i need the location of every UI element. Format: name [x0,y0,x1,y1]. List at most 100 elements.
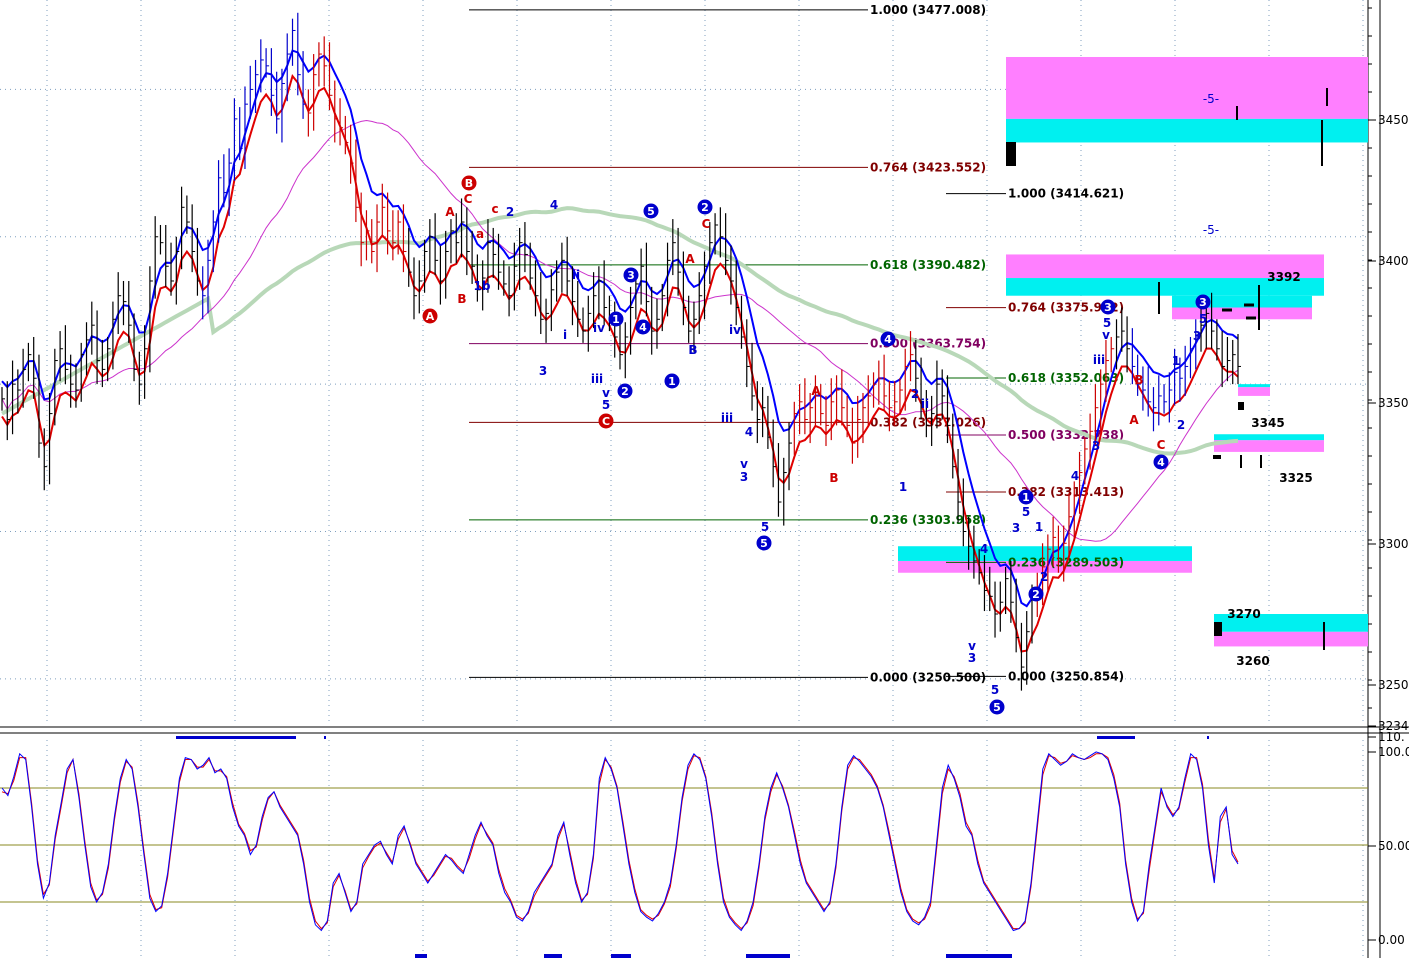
wave-text: A [685,252,695,266]
zone-marker [1238,402,1244,410]
fib-label: 0.000 (3250.500) [870,670,986,684]
wave-text: v [1102,328,1110,342]
wave-text: 2 [506,205,514,219]
wave-text: C [464,192,473,206]
fib-label: 0.382 (3313.413) [1008,485,1124,499]
wave-circle-blue [989,699,1005,715]
wave-circle-red [598,413,614,429]
zone-cyan [1172,295,1312,308]
wave-circle-label: 3 [627,269,635,282]
wave-circle-label: 4 [884,333,892,346]
fib-label: 0.618 (3352.063) [1008,371,1124,385]
wave-circle-label: B [465,177,473,190]
wave-circle-label: 2 [621,385,629,398]
wave-circle-red [461,175,477,191]
wave-text: B [457,292,466,306]
price-tick-label: 3300. [1378,537,1409,551]
wave-text: 3 [1193,329,1201,343]
wave-text: 3 [968,651,976,665]
wave-circle-label: 3 [1199,296,1207,309]
wave-text: ii [921,397,929,411]
wave-circle-label: 2 [701,201,709,214]
wave-text: A [811,384,821,398]
zone-cyan [1214,614,1368,632]
zone-magenta [1238,387,1270,396]
stoch-tick-label: 100.0 [1378,745,1409,759]
level-label: 3260 [1236,654,1269,668]
wave-text: ii [572,268,580,282]
wave-text: iii [721,411,733,425]
wave-text: 5 [1103,316,1111,330]
wave-text: 2 [911,387,919,401]
signal-mark [544,954,562,958]
wave-circle-label: C [602,415,610,428]
level-label: 3325 [1279,471,1312,485]
wave-circle-label: 1 [612,313,620,326]
wave-text: v [968,639,976,653]
wave-circle-label: 4 [639,321,647,334]
wave-circle-blue [623,267,639,283]
zone-magenta [1214,631,1368,647]
wave-circle-blue [1018,489,1034,505]
wave-circle-blue [1195,294,1211,310]
wave-circle-blue [880,331,896,347]
zone-marker [1213,455,1221,459]
wave-text: 4 [1071,469,1079,483]
wave-circle-label: 2 [1032,588,1040,601]
stochastic-panel: 110.100.0 50.00 0.00 [0,730,1409,958]
fib-label: 0.764 (3423.552) [870,160,986,174]
fib-label: 0.382 (3337.026) [870,415,986,429]
wave-text: 3 [539,364,547,378]
zone-marker [1006,142,1016,166]
zone-cyan [1006,278,1324,296]
wave-circle-label: 1 [1022,491,1030,504]
zone-magenta [1214,440,1324,452]
signal-mark [1097,736,1135,739]
price-tick-label: 3350. [1378,396,1409,410]
fib-label: 1.000 (3414.621) [1008,187,1124,201]
zone-cyan [1214,434,1324,441]
signal-mark [324,736,326,739]
wave-text: 4 [980,542,988,556]
wave-text: v [740,457,748,471]
wave-5-label: -5- [1203,92,1219,106]
wave-text: 4 [550,198,558,212]
wave-circle-label: 4 [1157,456,1165,469]
wave-text: a [476,227,484,241]
wave-circle-label: A [426,310,435,323]
fib-label: 0.618 (3390.482) [870,258,986,272]
price-tick-label: 3450. [1378,113,1409,127]
fib-label: 0.236 (3303.958) [870,513,986,527]
level-labels: 3392 3345 3325 3270 3260 [1227,270,1312,668]
wave-text: 5 [761,520,769,534]
wave-text: 1 [1035,520,1043,534]
wave-text: 5 [1022,505,1030,519]
zone-cyan [898,546,1192,561]
signal-mark [176,736,296,739]
wave-circle-blue [697,199,713,215]
wave-text: iii [591,372,603,386]
fib-label: 0.764 (3375.972) [1008,301,1124,315]
wave-text: 1 [899,480,907,494]
wave-5-label: -5- [1203,223,1219,237]
price-bars [1,12,1241,691]
wave-circle-label: 5 [647,205,655,218]
zone-cyan [1238,384,1270,388]
level-label: 3392 [1267,270,1300,284]
wave-text: c [491,202,498,216]
wave-text: 2 [1040,570,1048,584]
fibonacci-levels: 1.000 (3477.008) 0.764 (3423.552) 0.618 (3… [469,3,1124,684]
wave-text: B [1134,373,1143,387]
signal-mark [746,954,790,958]
wave-text: v [602,386,610,400]
fib-label: 1.000 (3477.008) [870,3,986,17]
zone-magenta [1006,254,1324,279]
wave-text: 3 [1012,521,1020,535]
level-label: 3345 [1251,416,1284,430]
signal-mark [415,954,427,958]
target-zones [898,56,1368,650]
stoch-tick-label: 110. [1378,730,1405,744]
stoch-k-line [1,751,1239,932]
